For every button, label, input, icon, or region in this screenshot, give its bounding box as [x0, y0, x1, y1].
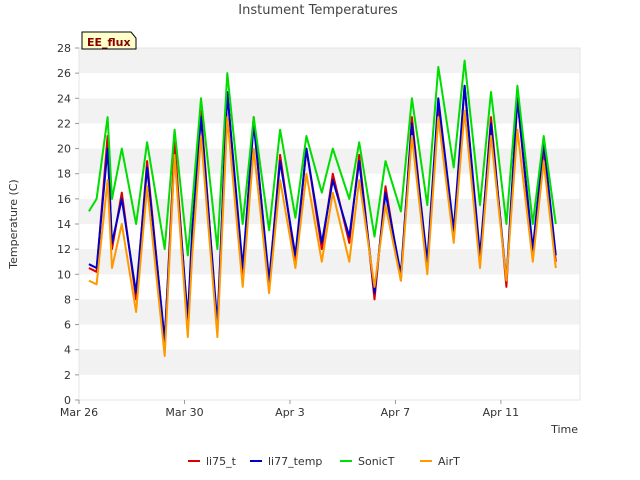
- y-tick-label: 14: [57, 218, 71, 231]
- legend-label-AirT: AirT: [438, 455, 460, 468]
- series-line-SonicT: [88, 59, 557, 257]
- x-tick-label: Apr 3: [275, 406, 305, 419]
- legend: li75_t li77_temp SonicT AirT: [188, 455, 460, 468]
- legend-label-li77_temp: li77_temp: [268, 455, 322, 468]
- x-tick-label: Mar 26: [60, 406, 98, 419]
- y-tick-label: 12: [57, 243, 71, 256]
- y-tick-label: 22: [57, 117, 71, 130]
- legend-label-li75_t: li75_t: [206, 455, 237, 468]
- series-line-AirT: [88, 109, 557, 357]
- badge: EE_flux: [81, 31, 137, 50]
- x-tick-label: Apr 7: [381, 406, 411, 419]
- y-tick-label: 4: [64, 344, 71, 357]
- y-tick-label: 24: [57, 92, 71, 105]
- y-tick-label: 28: [57, 42, 71, 55]
- grid-band: [79, 299, 580, 325]
- x-axis-label: Time: [550, 423, 578, 436]
- x-axis: Mar 26 Mar 30 Apr 3 Apr 7 Apr 11: [60, 400, 519, 419]
- y-tick-label: 18: [57, 168, 71, 181]
- y-tick-label: 8: [64, 293, 71, 306]
- badge-label: EE_flux: [87, 36, 131, 49]
- x-tick-label: Apr 11: [483, 406, 520, 419]
- y-axis-label: Temperature (C): [7, 179, 20, 269]
- y-tick-label: 2: [64, 369, 71, 382]
- series-line-li77_temp: [88, 84, 557, 341]
- grid-band: [79, 98, 580, 124]
- y-tick-label: 0: [64, 394, 71, 407]
- y-tick-label: 6: [64, 319, 71, 332]
- y-tick-label: 16: [57, 193, 71, 206]
- chart-title: Instument Temperatures: [238, 3, 398, 18]
- series-lines: [88, 59, 557, 357]
- legend-label-SonicT: SonicT: [358, 455, 395, 468]
- grid-band: [79, 48, 580, 74]
- x-tick-label: Mar 30: [165, 406, 203, 419]
- badge-box: [81, 31, 137, 50]
- y-tick-label: 26: [57, 67, 71, 80]
- y-tick-label: 20: [57, 143, 71, 156]
- grid-band: [79, 349, 580, 375]
- grid-band: [79, 249, 580, 275]
- y-tick-label: 10: [57, 268, 71, 281]
